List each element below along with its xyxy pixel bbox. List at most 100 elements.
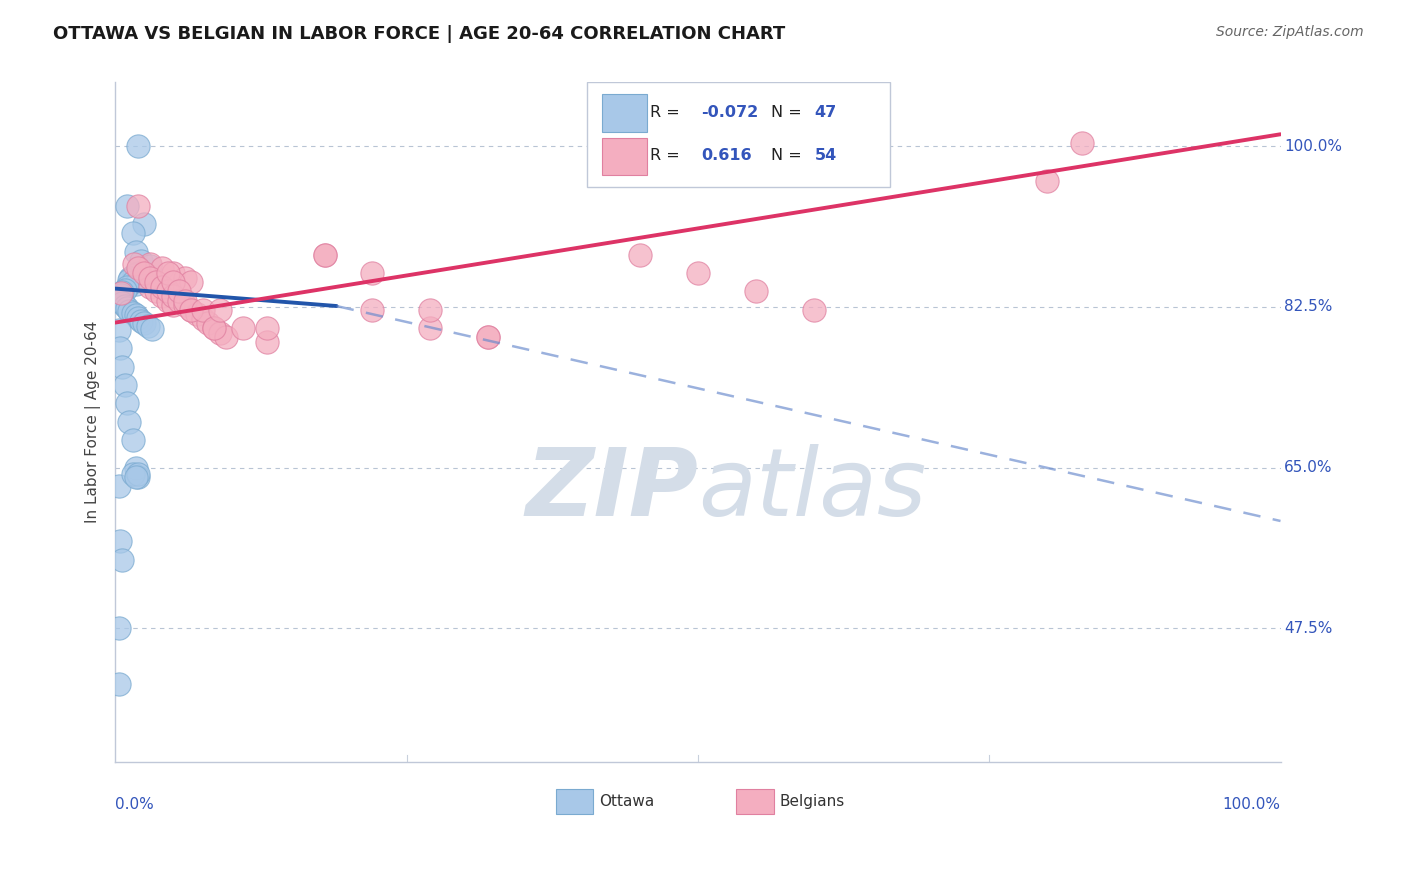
Text: R =: R = (650, 105, 685, 120)
Point (134, 217, 156, 231)
Point (110, 286, 132, 301)
Point (108, 291, 131, 305)
Point (174, 293, 197, 308)
Point (360, 302, 382, 317)
Point (122, 268, 145, 282)
Point (141, 322, 163, 336)
Point (360, 266, 382, 280)
Point (162, 289, 184, 303)
Point (156, 285, 179, 299)
Point (191, 312, 214, 326)
Point (256, 334, 278, 349)
Point (169, 293, 191, 308)
Point (745, 285, 768, 299)
Text: 100.0%: 100.0% (1284, 138, 1341, 153)
Text: Ottawa: Ottawa (599, 794, 654, 809)
Point (628, 247, 651, 261)
Point (121, 306, 143, 320)
Point (128, 266, 150, 280)
Text: Belgians: Belgians (779, 794, 845, 809)
Point (419, 321, 441, 335)
Point (115, 199, 138, 213)
Point (180, 302, 202, 317)
Point (162, 298, 184, 312)
Point (115, 279, 138, 293)
Point (122, 257, 145, 271)
Point (110, 288, 132, 302)
Point (202, 321, 225, 335)
FancyBboxPatch shape (602, 95, 647, 131)
Point (114, 299, 136, 313)
Point (477, 330, 499, 344)
Point (209, 326, 232, 340)
Point (162, 266, 184, 280)
Text: ZIP: ZIP (524, 443, 697, 536)
Point (202, 321, 225, 335)
Point (215, 330, 238, 344)
Point (139, 279, 162, 293)
Point (136, 319, 159, 334)
Text: 0.0%: 0.0% (115, 797, 153, 812)
Point (686, 266, 709, 280)
Point (150, 279, 173, 293)
Point (114, 378, 136, 392)
Point (314, 247, 336, 261)
Text: -0.072: -0.072 (702, 105, 759, 120)
Point (139, 259, 162, 273)
Point (803, 302, 825, 317)
Point (111, 552, 134, 566)
Point (129, 254, 152, 268)
Point (150, 261, 173, 276)
Text: N =: N = (772, 148, 807, 162)
Text: R =: R = (650, 148, 685, 162)
Point (107, 323, 129, 337)
Point (314, 247, 336, 261)
Text: 47: 47 (814, 105, 837, 120)
Point (180, 302, 202, 317)
Point (150, 289, 173, 303)
Point (120, 270, 142, 285)
Point (125, 460, 148, 475)
Point (125, 277, 148, 291)
Y-axis label: In Labor Force | Age 20-64: In Labor Force | Age 20-64 (86, 320, 101, 523)
FancyBboxPatch shape (602, 137, 647, 175)
Point (111, 296, 134, 310)
Text: OTTAWA VS BELGIAN IN LABOR FORCE | AGE 20-64 CORRELATION CHART: OTTAWA VS BELGIAN IN LABOR FORCE | AGE 2… (53, 25, 786, 43)
Point (186, 307, 208, 321)
Text: Source: ZipAtlas.com: Source: ZipAtlas.com (1216, 25, 1364, 39)
Point (115, 396, 138, 410)
Point (118, 415, 141, 429)
Point (118, 303, 141, 318)
Point (145, 285, 167, 299)
Point (419, 302, 441, 317)
FancyBboxPatch shape (737, 789, 773, 814)
Text: N =: N = (772, 105, 807, 120)
Text: 54: 54 (814, 148, 837, 162)
FancyBboxPatch shape (555, 789, 593, 814)
Point (232, 321, 254, 335)
Text: 0.616: 0.616 (702, 148, 752, 162)
Point (118, 273, 141, 287)
Point (111, 285, 134, 300)
Text: 47.5%: 47.5% (1284, 621, 1333, 636)
Point (156, 293, 179, 308)
Point (139, 270, 162, 285)
Point (191, 302, 214, 317)
Text: 82.5%: 82.5% (1284, 300, 1333, 315)
Text: atlas: atlas (697, 444, 927, 535)
Point (169, 285, 191, 299)
Point (108, 341, 131, 355)
Point (209, 302, 232, 317)
Point (1036, 174, 1059, 188)
Point (114, 283, 136, 297)
Point (128, 467, 150, 482)
Point (129, 314, 152, 328)
Point (174, 298, 197, 312)
Point (125, 470, 148, 484)
Point (128, 470, 150, 484)
Point (197, 317, 219, 331)
Point (128, 261, 150, 276)
Point (121, 275, 143, 289)
Point (1071, 136, 1094, 151)
Point (128, 199, 150, 213)
